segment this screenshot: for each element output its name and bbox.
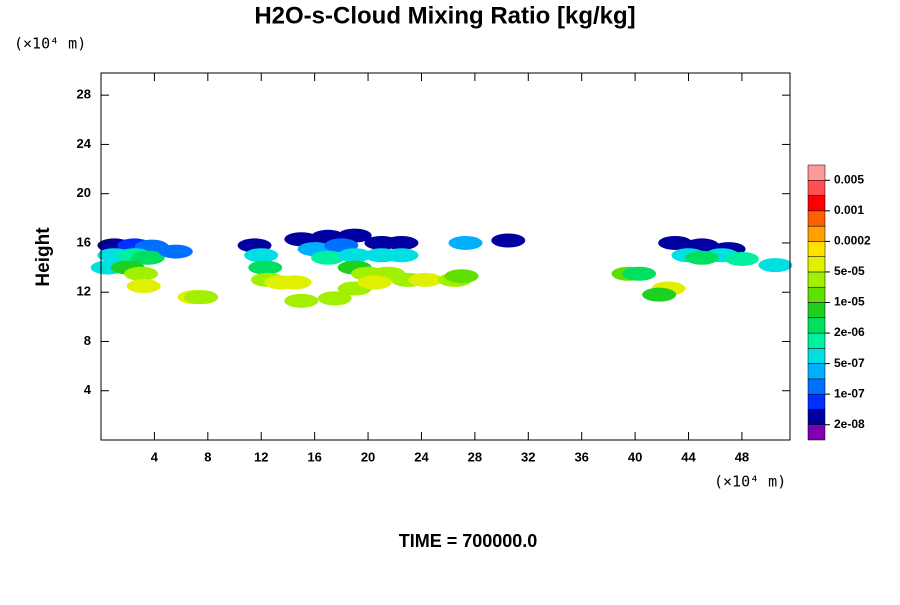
colorbar-label: 0.001 — [834, 203, 864, 217]
colorbar-label: 5e-05 — [834, 264, 865, 278]
x-tick-label: 36 — [574, 449, 588, 464]
colorbar-box — [807, 332, 826, 349]
colorbar-box — [807, 286, 826, 303]
cloud-cell — [658, 235, 693, 250]
colorbar-box — [807, 393, 826, 410]
cloud-cell — [357, 275, 392, 290]
cloud-cell — [158, 244, 193, 259]
cloud-cell — [724, 251, 759, 266]
field — [90, 228, 793, 308]
x-unit: (×10⁴ m) — [714, 473, 786, 491]
colorbar-box — [807, 180, 826, 196]
colorbar-box — [807, 210, 826, 227]
x-tick-label: 28 — [468, 449, 482, 464]
cloud-cell — [384, 235, 419, 250]
cloud-cell — [284, 293, 319, 308]
x-tick-label: 48 — [735, 449, 749, 464]
y-axis-label: Height — [33, 227, 54, 287]
cloud-cell — [758, 258, 793, 273]
colorbar-label: 1e-05 — [834, 295, 865, 309]
cloud-cell — [130, 250, 165, 265]
cloud-cell — [491, 233, 526, 248]
x-tick-label: 20 — [361, 449, 375, 464]
cloud-cell — [684, 250, 719, 265]
cloud-cell — [642, 287, 677, 302]
footer: TIME = 700000.0 — [399, 531, 538, 551]
x-tick-label: 12 — [254, 449, 268, 464]
colorbar-box — [807, 256, 826, 273]
colorbar-box — [807, 363, 826, 380]
cloud-cell — [310, 250, 345, 265]
cloud-cell — [408, 272, 443, 287]
colorbar-label: 5e-07 — [834, 356, 865, 370]
cloud-cell — [184, 290, 219, 305]
cloud-cell — [244, 248, 279, 263]
y-tick-label: 20 — [77, 185, 91, 200]
x-tick-label: 4 — [151, 449, 159, 464]
cloud-cell — [384, 248, 419, 263]
colorbar-box — [807, 271, 826, 288]
y-unit: (×10⁴ m) — [14, 35, 86, 53]
colorbar-box — [807, 409, 826, 425]
colorbar-label: 0.005 — [834, 172, 864, 186]
colorbar-box — [807, 225, 826, 242]
cloud-cell — [622, 266, 657, 281]
colorbar-box — [807, 164, 826, 181]
cloud-cell — [277, 275, 312, 290]
colorbar-box — [807, 302, 826, 319]
cloud-cell — [337, 248, 372, 263]
y-tick-label: 8 — [84, 333, 91, 348]
y-tick-label: 24 — [77, 136, 92, 151]
x-tick-label: 44 — [681, 449, 696, 464]
cloud-cell — [248, 260, 283, 275]
cloud-cell — [444, 269, 479, 284]
x-tick-label: 24 — [414, 449, 429, 464]
colorbar-box — [807, 378, 826, 395]
colorbar-label: 2e-08 — [834, 417, 865, 431]
colorbar-box — [807, 424, 826, 441]
x-tick-label: 8 — [204, 449, 211, 464]
plot-frame — [100, 72, 791, 441]
y-tick-label: 16 — [77, 234, 91, 249]
colorbar-box — [807, 195, 826, 212]
cloud-cell — [126, 279, 161, 294]
colorbar-label: 2e-06 — [834, 325, 865, 339]
colorbar-label: 0.0002 — [834, 234, 871, 248]
cloud-cell — [124, 266, 159, 281]
colorbar-label: 1e-07 — [834, 386, 865, 400]
cloud-cell — [448, 235, 483, 250]
colorbar-box — [807, 348, 826, 364]
x-tick-label: 16 — [307, 449, 321, 464]
y-tick-label: 4 — [84, 382, 92, 397]
y-tick-label: 28 — [77, 87, 91, 102]
x-tick-label: 40 — [628, 449, 642, 464]
cloud-cell — [317, 291, 352, 306]
chart-title: H2O-s-Cloud Mixing Ratio [kg/kg] — [254, 2, 635, 29]
colorbar-box — [807, 317, 826, 334]
y-tick-label: 12 — [77, 284, 91, 299]
x-tick-label: 32 — [521, 449, 535, 464]
colorbar-box — [807, 241, 826, 257]
